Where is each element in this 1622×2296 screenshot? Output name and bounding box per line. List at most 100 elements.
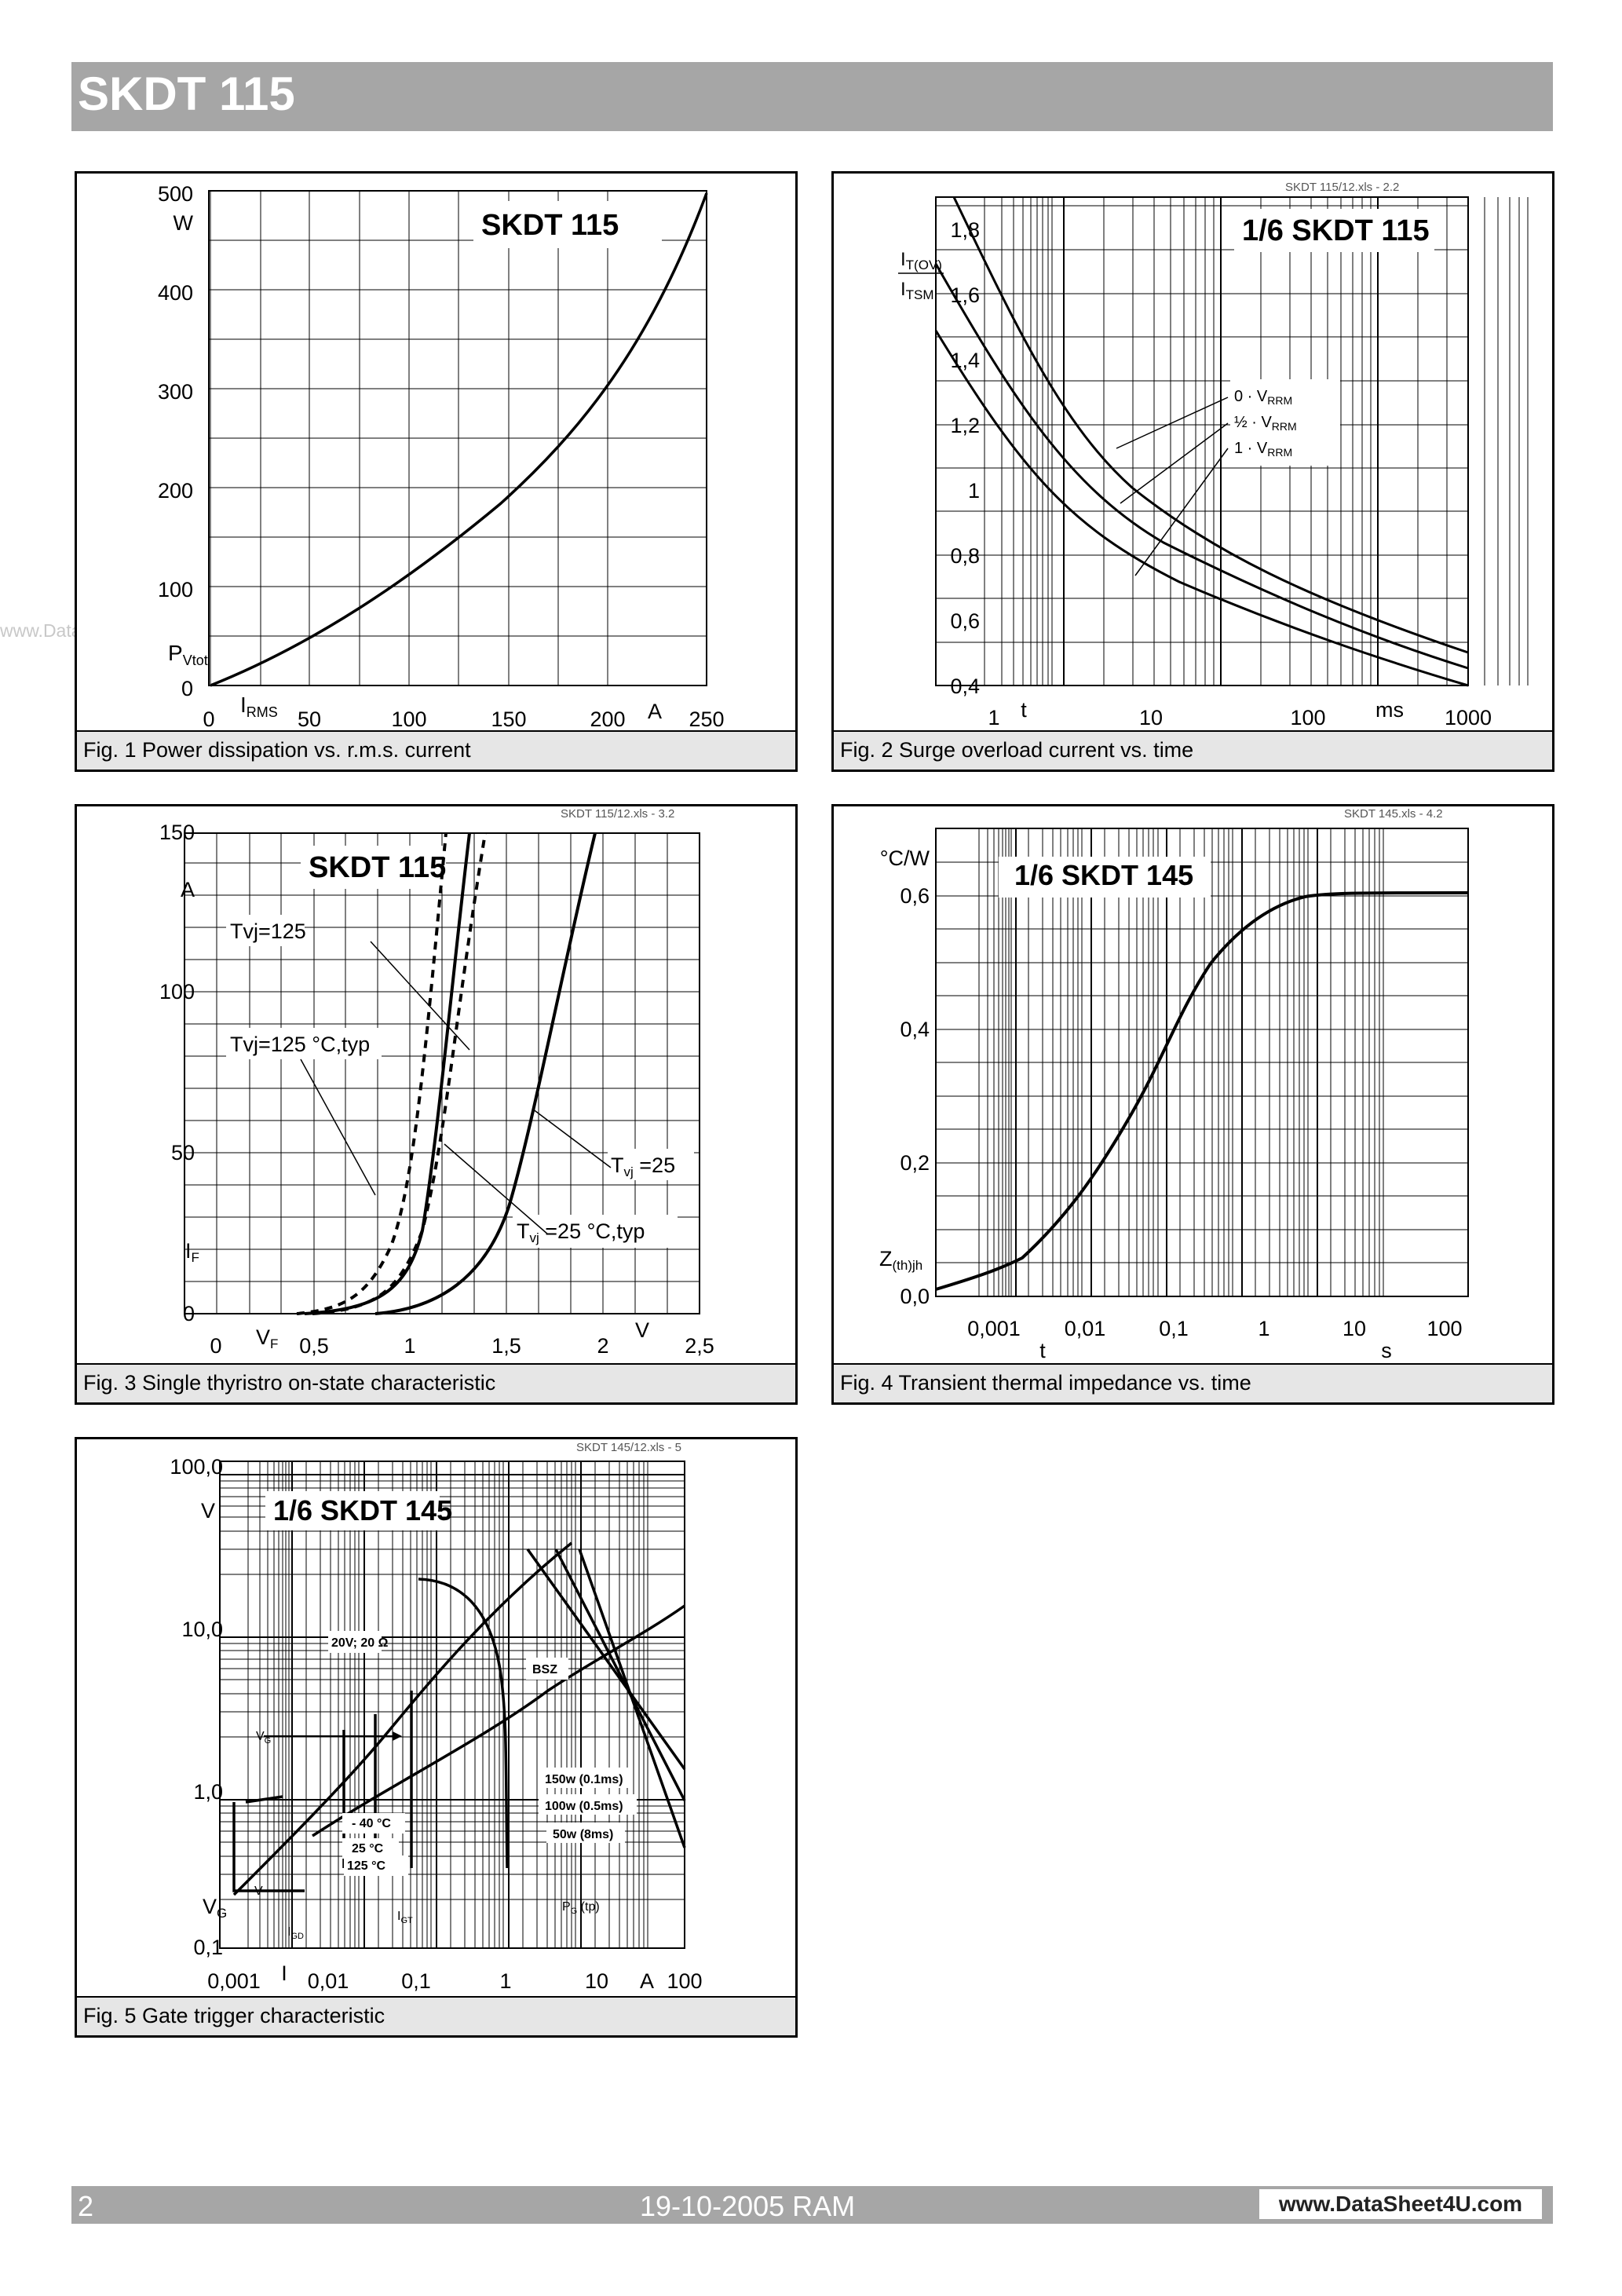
fig4-xtick: 1 — [1258, 1317, 1269, 1340]
fig3-file-ref: SKDT 115/12.xls - 3.2 — [561, 807, 674, 821]
fig1-x-unit: A — [648, 700, 662, 723]
fig5-xtick: 100 — [667, 1969, 702, 1993]
footer-bar: 2 19-10-2005 RAM www.DataSheet4U.com — [71, 2186, 1553, 2224]
fig3-xtick: 1 — [404, 1334, 415, 1358]
fig3-ytick: 50 — [171, 1141, 195, 1164]
fig5-ytick: 100,0 — [170, 1455, 223, 1479]
fig2-ytick: 1,6 — [950, 283, 980, 307]
figure-4: SKDT 145.xls - 4.2 1/6 SKDT 145 0,0 0,2 … — [831, 804, 1554, 1405]
fig5-x-symbol: I — [281, 1961, 287, 1985]
fig2-ytick: 0,8 — [950, 544, 980, 568]
fig5-xtick: 0,01 — [308, 1969, 349, 1993]
fig5-annotation: IGD — [287, 1925, 304, 1941]
fig1-xtick: 0 — [203, 707, 214, 731]
fig2-ytick: 0,4 — [950, 675, 980, 698]
fig4-xtick: 0,001 — [967, 1317, 1021, 1340]
fig4-xtick: 10 — [1343, 1317, 1366, 1340]
fig1-ytick: 200 — [158, 479, 193, 503]
fig4-y-symbol: Z(th)jh — [879, 1247, 922, 1273]
figure-2: SKDT 115/12.xls - 2.2 1/6 SKDT 115 0 · V… — [831, 171, 1554, 772]
fig5-ytick: 10,0 — [181, 1618, 223, 1641]
fig5-xtick: 0,001 — [207, 1969, 261, 1993]
fig1-xtick: 200 — [590, 707, 625, 731]
fig3-xtick: 2,5 — [685, 1334, 714, 1358]
fig3-xtick: 1,5 — [491, 1334, 521, 1358]
fig3-x-unit: V — [635, 1318, 649, 1342]
fig3-curves — [296, 832, 597, 1315]
fig5-annotation: 125 °C — [347, 1859, 386, 1873]
fig3-x-symbol: VF — [256, 1325, 278, 1351]
footer-url[interactable]: www.DataSheet4U.com — [1259, 2189, 1542, 2219]
fig1-ytick: 0 — [181, 677, 193, 700]
fig2-ytick: 1,8 — [950, 218, 980, 242]
fig1-ytick: 100 — [158, 578, 193, 601]
fig2-y-num: IT(OV) — [901, 249, 942, 272]
fig3-ytick: 100 — [159, 980, 195, 1004]
fig3-caption: Fig. 3 Single thyristro on-state charact… — [83, 1371, 496, 1395]
fig5-annotation: VG — [256, 1730, 271, 1746]
fig2-xtick: 1 — [988, 706, 999, 729]
fig2-ytick: 0,6 — [950, 609, 980, 633]
fig2-xtick: 1000 — [1445, 706, 1492, 729]
page-title: SKDT 115 — [78, 68, 295, 120]
fig5-y-unit: V — [201, 1499, 215, 1523]
fig1-y-symbol: PVtot — [168, 641, 208, 668]
header-bar: SKDT 115 — [71, 62, 1553, 131]
fig2-ytick: 1 — [968, 479, 980, 503]
fig4-xtick: 0,1 — [1159, 1317, 1189, 1340]
fig2-caption-bar: Fig. 2 Surge overload current vs. time — [834, 730, 1552, 770]
fig3-annotation: Tvj =25 — [611, 1153, 675, 1179]
fig1-caption-bar: Fig. 1 Power dissipation vs. r.m.s. curr… — [77, 730, 795, 770]
fig2-x-symbol: t — [1021, 698, 1027, 722]
fig4-x-symbol: t — [1039, 1339, 1046, 1362]
fig3-xtick: 2 — [597, 1334, 608, 1358]
fig5-annotation: 100w (0.5ms) — [545, 1800, 623, 1813]
figure-3: SKDT 115/12.xls - 3.2 SKDT 115 Tvj=125 T… — [75, 804, 798, 1405]
fig4-x-unit: s — [1381, 1339, 1392, 1362]
fig5-file-ref: SKDT 145/12.xls - 5 — [576, 1441, 681, 1454]
fig1-xtick: 50 — [298, 707, 321, 731]
fig5-annotation: PG (tp) — [562, 1900, 600, 1916]
fig5-ytick: 0,1 — [193, 1936, 223, 1959]
fig5-annotation: 20V; 20 Ω — [331, 1636, 389, 1650]
fig4-plot: SKDT 145.xls - 4.2 1/6 SKDT 145 0,0 0,2 … — [879, 807, 1469, 1362]
fig2-plot: SKDT 115/12.xls - 2.2 1/6 SKDT 115 0 · V… — [898, 181, 1529, 729]
fig2-legend-2: 1 · VRRM — [1234, 440, 1292, 459]
fig1-xtick: 150 — [491, 707, 526, 731]
fig5-annotation: IGT — [397, 1910, 413, 1925]
figure-5: SKDT 145/12.xls - 5 1/6 SKDT 145 20V; 20… — [75, 1437, 798, 2038]
fig5-plot: SKDT 145/12.xls - 5 1/6 SKDT 145 20V; 20… — [170, 1441, 702, 1993]
fig1-ytick: 400 — [158, 281, 193, 305]
fig5-xtick: 1 — [499, 1969, 511, 1993]
fig2-caption: Fig. 2 Surge overload current vs. time — [840, 738, 1194, 762]
fig1-label: SKDT 115 — [481, 209, 619, 242]
fig5-x-unit: A — [640, 1969, 654, 1993]
fig4-xtick: 100 — [1427, 1317, 1462, 1340]
fig3-annotation: Tvj=125 — [230, 919, 306, 943]
fig4-label: 1/6 SKDT 145 — [1014, 859, 1193, 891]
fig3-ytick: 0 — [183, 1302, 195, 1325]
fig3-annotation: Tvj=125 °C,typ — [230, 1033, 370, 1056]
fig1-ytick: 300 — [158, 380, 193, 404]
fig4-caption-bar: Fig. 4 Transient thermal impedance vs. t… — [834, 1363, 1552, 1402]
fig3-y-unit: A — [181, 878, 195, 901]
fig4-ytick: 0,6 — [900, 884, 930, 908]
fig3-plot: SKDT 115/12.xls - 3.2 SKDT 115 Tvj=125 T… — [159, 807, 714, 1358]
fig3-ytick: 150 — [159, 821, 195, 844]
fig1-x-symbol: IRMS — [240, 693, 278, 720]
fig3-xtick: 0 — [210, 1334, 221, 1358]
fig2-ytick: 1,2 — [950, 414, 980, 437]
fig5-xtick: 0,1 — [401, 1969, 431, 1993]
fig5-label: 1/6 SKDT 145 — [273, 1494, 452, 1526]
fig4-ytick: 0,0 — [900, 1285, 930, 1308]
fig3-y-symbol: IF — [185, 1239, 199, 1265]
fig1-curve — [210, 192, 708, 687]
fig4-curve — [935, 891, 1469, 1291]
fig5-annotation: V — [254, 1885, 263, 1898]
fig4-file-ref: SKDT 145.xls - 4.2 — [1344, 807, 1443, 821]
fig2-curves — [934, 196, 1469, 687]
figure-1: 0 100 200 300 400 500 W 0 50 100 150 200… — [75, 171, 798, 772]
fig5-y-symbol: VG — [203, 1895, 227, 1921]
fig1-ytick: 500 — [158, 182, 193, 206]
fig5-annotation: 25 °C — [352, 1842, 384, 1855]
